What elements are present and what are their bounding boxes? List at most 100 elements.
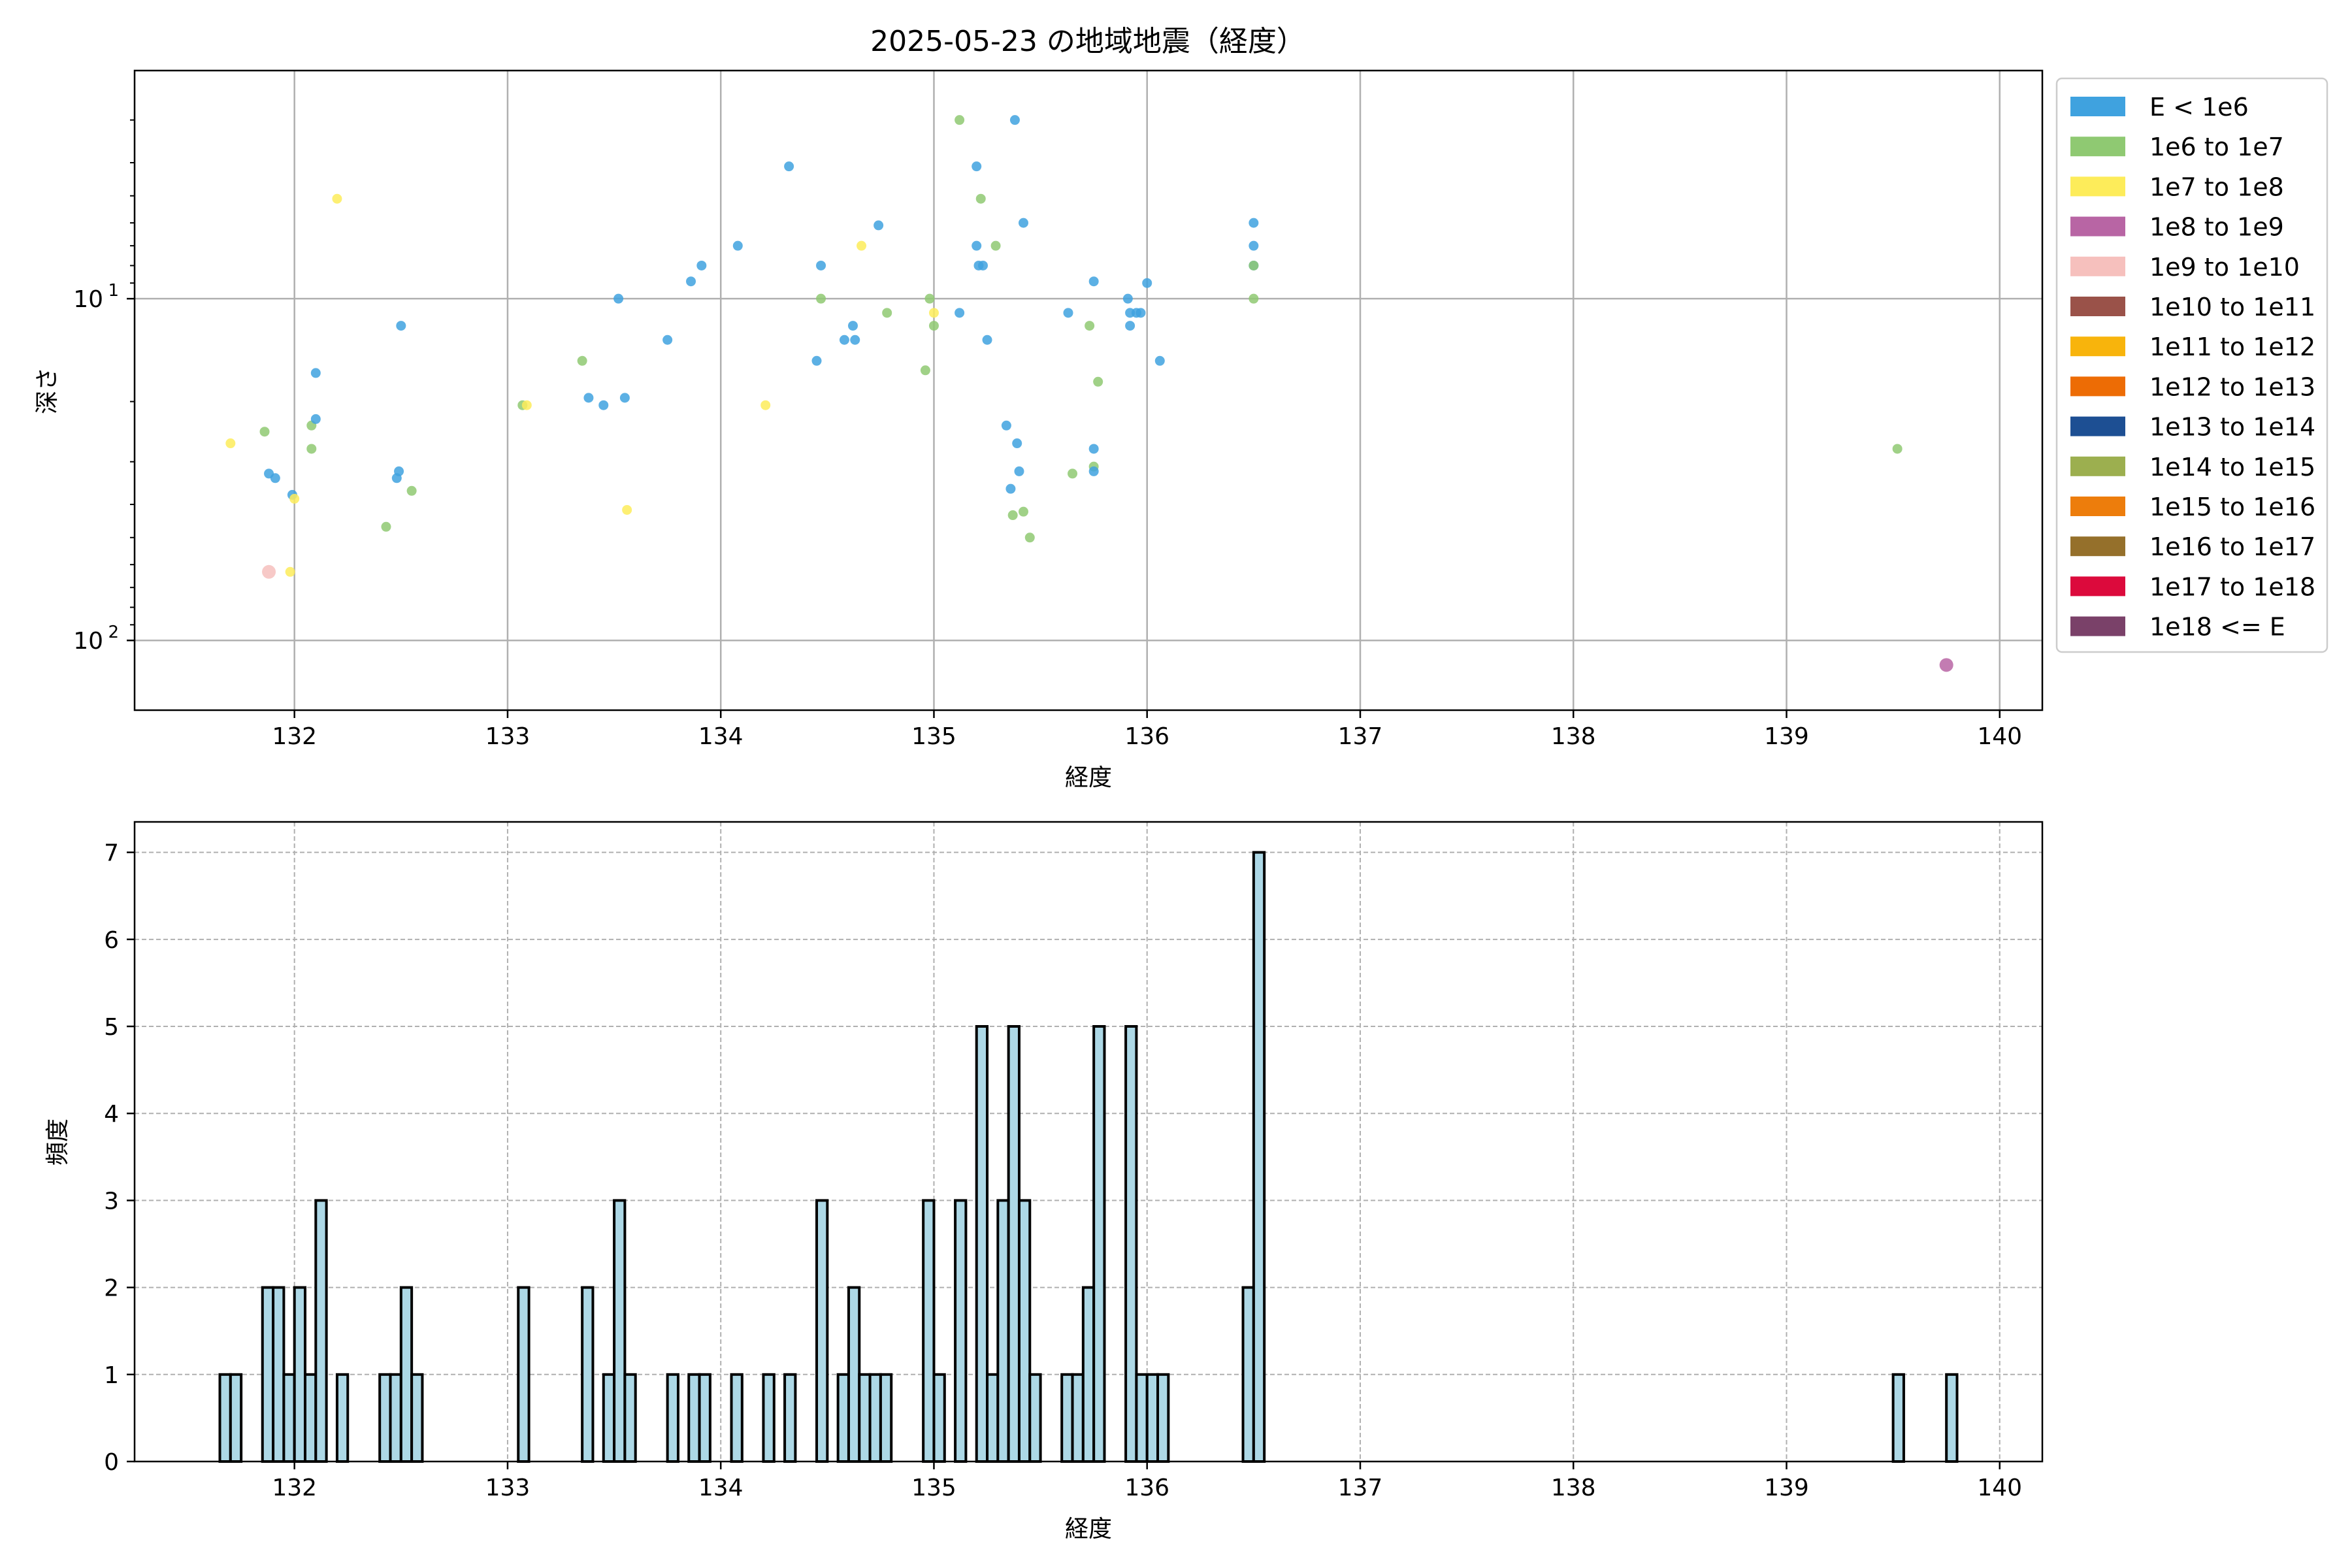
scatter-axes-frame — [133, 69, 2044, 711]
scatter-xtick-label-140: 140 — [1977, 723, 2022, 750]
legend-swatch-11 — [2070, 536, 2125, 557]
legend-swatch-1 — [2070, 137, 2125, 157]
histogram-bar-41 — [1081, 1286, 1096, 1463]
scatter-ytick-label-10: 10 — [73, 286, 103, 313]
scatter-point-64 — [1068, 468, 1078, 479]
histogram-xtick-label-133: 133 — [485, 1475, 531, 1501]
scatter-point-41 — [920, 365, 930, 376]
scatter-point-54 — [1001, 420, 1011, 431]
scatter-point-79 — [1249, 240, 1259, 251]
histogram-xtick-label-140: 140 — [1977, 1475, 2022, 1501]
histogram-bar-36 — [1007, 1025, 1021, 1463]
histogram-bar-1 — [229, 1373, 243, 1463]
scatter-point-65 — [1085, 321, 1095, 331]
histogram-bar-48 — [1252, 851, 1266, 1463]
legend-label-9: 1e14 to 1e15 — [2149, 453, 2315, 482]
scatter-point-9 — [306, 444, 317, 454]
legend-label-12: 1e17 to 1e18 — [2149, 572, 2315, 601]
scatter-point-35 — [839, 335, 849, 345]
histogram-bar-8 — [335, 1373, 350, 1463]
scatter-point-13 — [381, 521, 391, 532]
histogram-bar-29 — [879, 1373, 893, 1463]
scatter-point-56 — [1007, 510, 1018, 521]
histogram-bar-5 — [293, 1286, 307, 1463]
scatter-xtick-label-135: 135 — [911, 723, 956, 750]
legend-label-2: 1e7 to 1e8 — [2149, 172, 2284, 201]
scatter-point-39 — [874, 220, 884, 231]
scatter-point-37 — [850, 335, 860, 345]
histogram-bar-26 — [847, 1286, 861, 1463]
scatter-point-16 — [396, 321, 406, 331]
scatter-xtick-label-132: 132 — [272, 723, 317, 750]
scatter-points — [225, 115, 1953, 672]
histogram-bar-18 — [666, 1373, 679, 1463]
scatter-point-77 — [1154, 355, 1165, 366]
histogram-bar-40 — [1071, 1373, 1085, 1463]
scatter-point-60 — [1018, 218, 1028, 228]
scatter-point-21 — [583, 393, 594, 403]
histogram-xtick-label-139: 139 — [1764, 1475, 1809, 1501]
histogram-bar-6 — [304, 1373, 318, 1463]
legend-frame — [2055, 77, 2328, 653]
scatter-point-27 — [686, 276, 696, 287]
legend-label-13: 1e18 <= E — [2149, 613, 2285, 642]
scatter-point-76 — [1142, 278, 1152, 288]
histogram-ytick-label-1: 1 — [104, 1362, 119, 1389]
histogram-bar-7 — [314, 1199, 328, 1463]
histogram-bar-37 — [1017, 1199, 1032, 1463]
scatter-point-55 — [1005, 483, 1016, 494]
legend-label-1: 1e6 to 1e7 — [2149, 133, 2284, 161]
histogram-bar-33 — [975, 1025, 989, 1463]
scatter-point-28 — [696, 260, 707, 270]
histogram-bar-34 — [986, 1373, 1000, 1463]
histogram-xtick-label-136: 136 — [1124, 1475, 1169, 1501]
scatter-xtick-label-136: 136 — [1124, 723, 1169, 750]
legend-swatch-2 — [2070, 176, 2125, 197]
histogram-xtick-label-135: 135 — [911, 1475, 956, 1501]
histogram-xtick-label-137: 137 — [1338, 1475, 1383, 1501]
histogram-bar-24 — [815, 1199, 829, 1463]
scatter-panel: 2025-05-23 の地域地震（経度） 132 133 134 135 136 137 1… — [34, 25, 2328, 791]
histogram-xtick-label-132: 132 — [272, 1475, 317, 1501]
scatter-point-23 — [613, 293, 624, 304]
histogram-bar-25 — [836, 1373, 850, 1463]
scatter-y-axis-label: 深さ — [34, 367, 61, 414]
histogram-bar-31 — [932, 1373, 946, 1463]
histogram-bar-9 — [378, 1373, 392, 1463]
histogram-bar-19 — [687, 1373, 701, 1463]
histogram-bar-32 — [954, 1199, 968, 1463]
legend-swatch-6 — [2070, 336, 2125, 357]
histogram-bar-23 — [783, 1373, 797, 1463]
legend-label-6: 1e11 to 1e12 — [2149, 333, 2315, 361]
legend-swatch-7 — [2070, 376, 2125, 397]
histogram-ytick-label-0: 0 — [104, 1449, 119, 1476]
scatter-point-5 — [285, 566, 295, 577]
scatter-x-axis-label: 経度 — [1065, 764, 1112, 791]
legend-label-5: 1e10 to 1e11 — [2149, 293, 2315, 321]
legend-label-11: 1e16 to 1e17 — [2149, 532, 2315, 561]
scatter-point-48 — [972, 240, 982, 251]
scatter-point-61 — [1018, 506, 1028, 517]
histogram-bar-10 — [389, 1373, 402, 1463]
histogram-bar-46 — [1156, 1373, 1170, 1463]
scatter-point-43 — [928, 308, 939, 318]
histogram-bar-50 — [1945, 1373, 1959, 1463]
histogram-bar-17 — [623, 1373, 637, 1463]
histogram-y-ticks: 0 1 2 3 4 5 6 7 — [104, 840, 135, 1476]
scatter-point-38 — [857, 240, 867, 251]
scatter-point-0 — [225, 438, 236, 449]
histogram-bar-42 — [1092, 1025, 1106, 1463]
legend-label-3: 1e8 to 1e9 — [2149, 213, 2284, 242]
histogram-bar-45 — [1145, 1373, 1160, 1463]
scatter-point-33 — [816, 293, 826, 304]
histogram-bar-39 — [1060, 1373, 1074, 1463]
histogram-x-ticks: 132 133 134 135 136 137 138 139 140 — [272, 1462, 2022, 1501]
scatter-point-66 — [1088, 276, 1099, 287]
histogram-ytick-label-2: 2 — [104, 1275, 119, 1302]
scatter-point-32 — [811, 355, 822, 366]
scatter-xtick-label-133: 133 — [485, 723, 531, 750]
